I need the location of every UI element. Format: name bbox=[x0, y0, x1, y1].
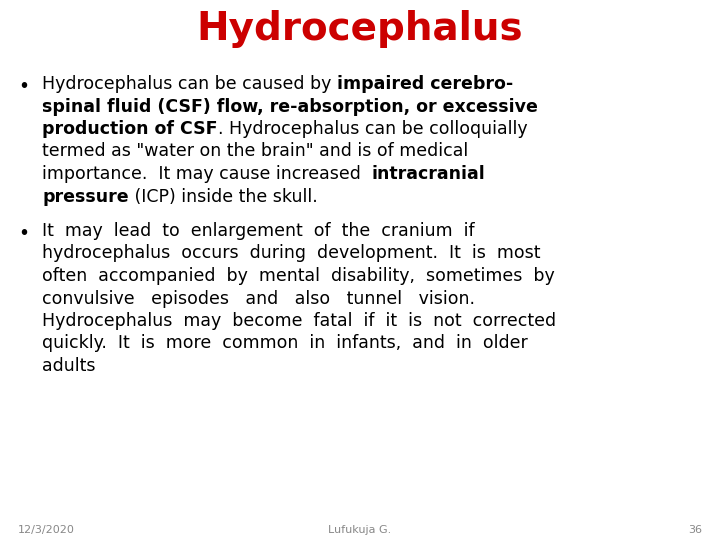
Text: adults: adults bbox=[42, 357, 96, 375]
Text: •: • bbox=[18, 224, 29, 243]
Text: Hydrocephalus can be caused by: Hydrocephalus can be caused by bbox=[42, 75, 337, 93]
Text: •: • bbox=[18, 77, 29, 96]
Text: impaired cerebro-: impaired cerebro- bbox=[337, 75, 513, 93]
Text: (ICP) inside the skull.: (ICP) inside the skull. bbox=[129, 187, 318, 206]
Text: Hydrocephalus  may  become  fatal  if  it  is  not  corrected: Hydrocephalus may become fatal if it is … bbox=[42, 312, 556, 330]
Text: production of CSF: production of CSF bbox=[42, 120, 217, 138]
Text: termed as "water on the brain" and is of medical: termed as "water on the brain" and is of… bbox=[42, 143, 468, 160]
Text: Hydrocephalus: Hydrocephalus bbox=[197, 10, 523, 48]
Text: . Hydrocephalus can be colloquially: . Hydrocephalus can be colloquially bbox=[217, 120, 527, 138]
Text: intracranial: intracranial bbox=[372, 165, 485, 183]
Text: 36: 36 bbox=[688, 525, 702, 535]
Text: It  may  lead  to  enlargement  of  the  cranium  if: It may lead to enlargement of the craniu… bbox=[42, 222, 474, 240]
Text: often  accompanied  by  mental  disability,  sometimes  by: often accompanied by mental disability, … bbox=[42, 267, 554, 285]
Text: hydrocephalus  occurs  during  development.  It  is  most: hydrocephalus occurs during development.… bbox=[42, 245, 541, 262]
Text: importance.  It may cause increased: importance. It may cause increased bbox=[42, 165, 372, 183]
Text: convulsive   episodes   and   also   tunnel   vision.: convulsive episodes and also tunnel visi… bbox=[42, 289, 475, 307]
Text: spinal fluid (CSF) flow, re-absorption, or excessive: spinal fluid (CSF) flow, re-absorption, … bbox=[42, 98, 538, 116]
Text: quickly.  It  is  more  common  in  infants,  and  in  older: quickly. It is more common in infants, a… bbox=[42, 334, 528, 353]
Text: 12/3/2020: 12/3/2020 bbox=[18, 525, 75, 535]
Text: Lufukuja G.: Lufukuja G. bbox=[328, 525, 392, 535]
Text: pressure: pressure bbox=[42, 187, 129, 206]
